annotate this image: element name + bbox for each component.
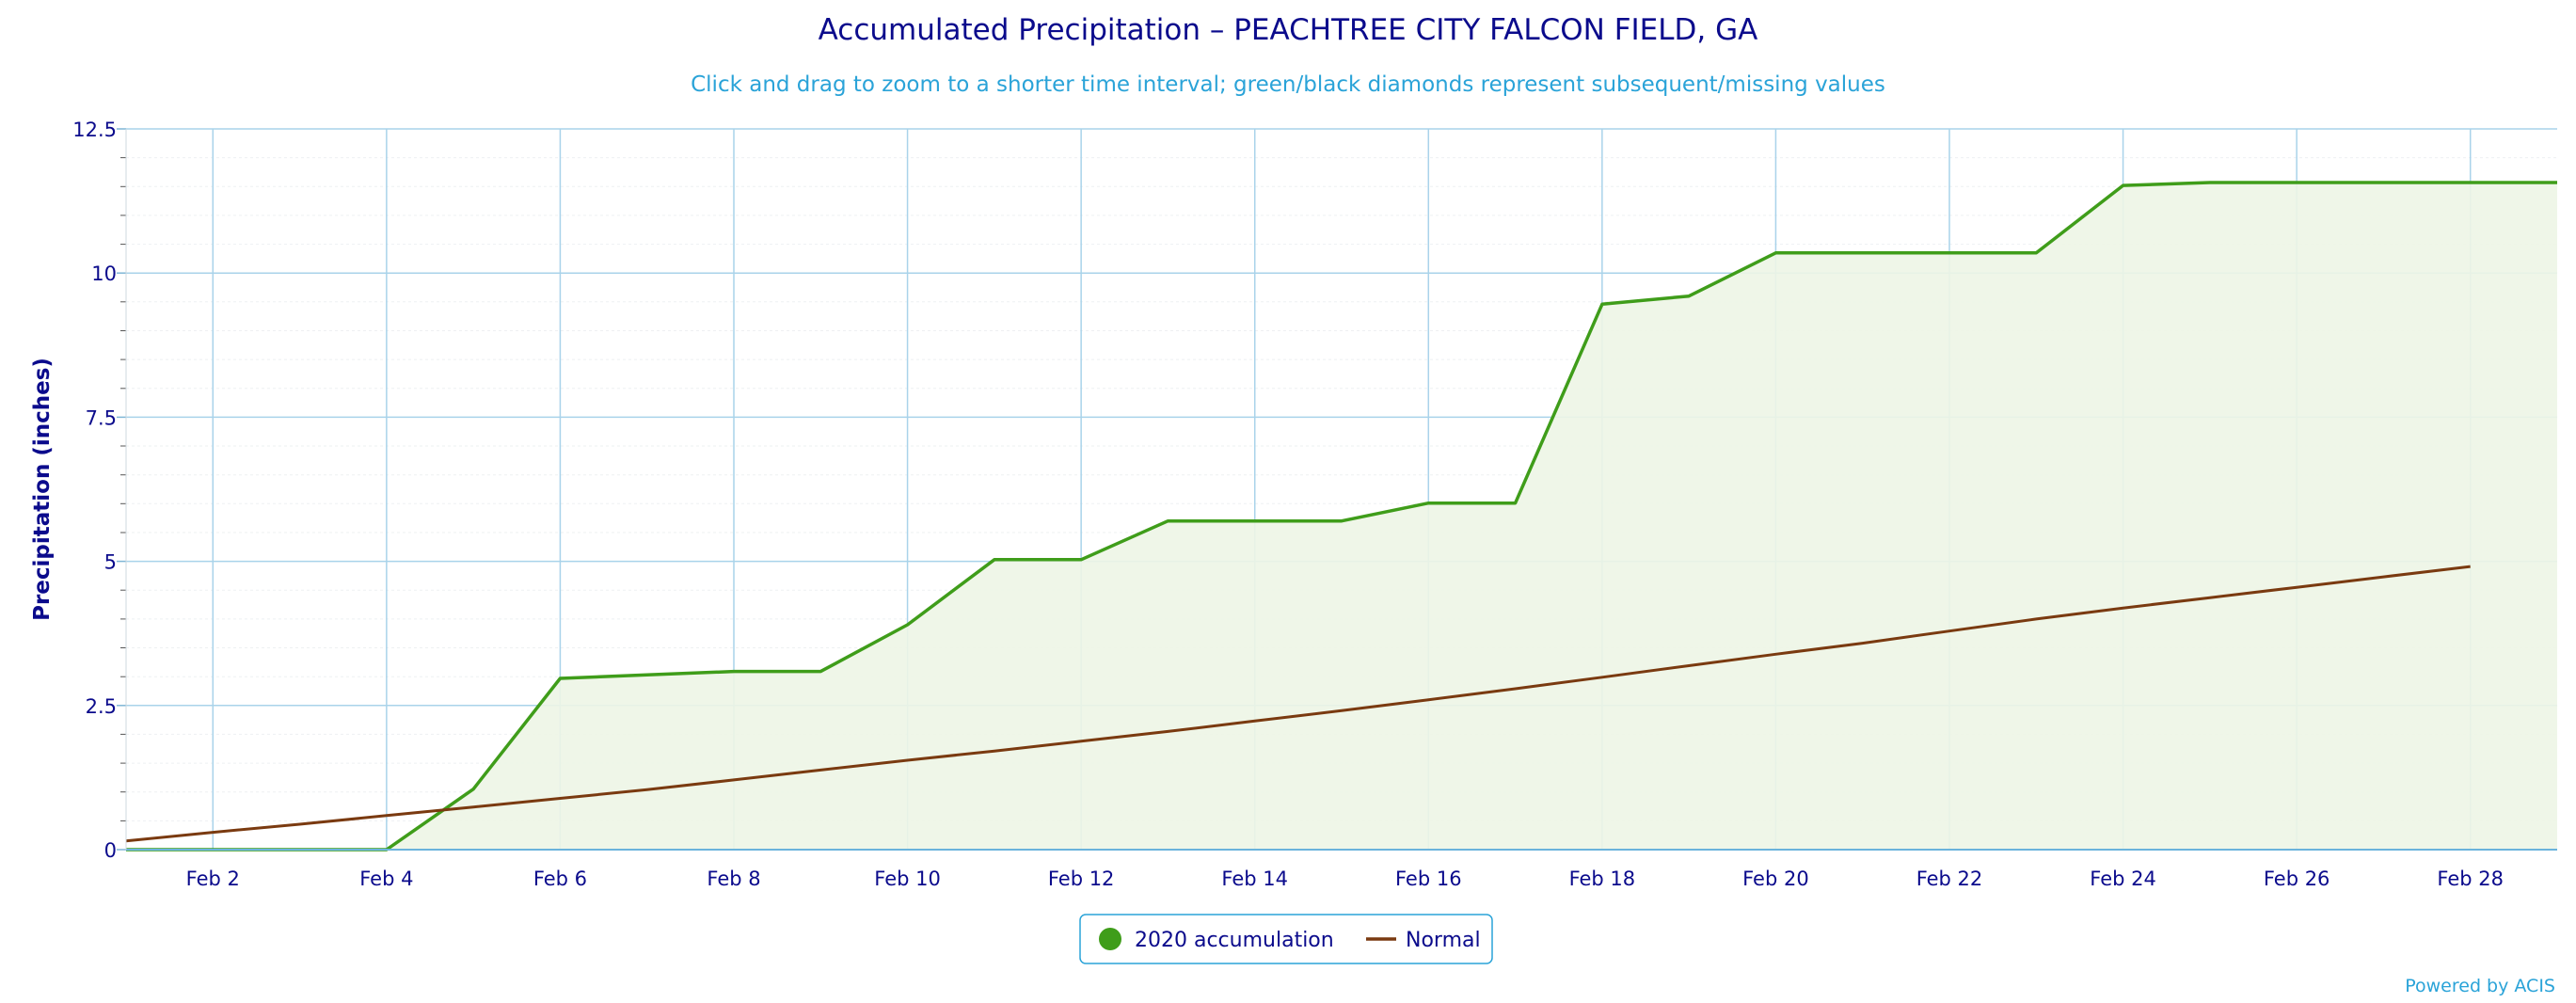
x-tick-label: Feb 26 [2264,868,2330,890]
x-tick-label: Feb 22 [1916,868,1983,890]
x-tick-label: Feb 10 [874,868,941,890]
y-tick-label: 12.5 [72,119,117,141]
data-point[interactable] [1336,705,1347,716]
legend[interactable]: 2020 accumulation Normal [1079,914,1493,964]
x-tick-label: Feb 18 [1569,868,1636,890]
data-point[interactable] [1857,247,1868,259]
data-point[interactable] [2204,592,2216,603]
data-point[interactable] [2377,571,2389,582]
axes [117,128,2557,851]
x-tick-label: Feb 14 [1221,868,1288,890]
y-tick-label: 7.5 [86,406,117,429]
data-point[interactable] [1597,298,1608,310]
data-point[interactable] [1162,725,1173,737]
data-point[interactable] [2465,561,2476,572]
data-point[interactable] [1423,694,1434,706]
y-axis-label: Precipitation (inches) [30,358,55,621]
x-tick-label: Feb 4 [359,868,413,890]
data-point[interactable] [1683,291,1694,302]
data-point[interactable] [2465,177,2476,188]
y-axis-tick-labels: 0 2.5 5 7.5 10 12.5 [72,119,117,862]
normal-line[interactable] [125,565,2471,843]
data-point[interactable] [1075,554,1087,565]
data-point[interactable] [1336,516,1347,527]
y-tick-label: 5 [104,551,117,574]
series-normal[interactable] [120,561,2476,847]
x-tick-label: Feb 2 [186,868,240,890]
data-point[interactable] [2291,177,2302,188]
legend-label-normal: Normal [1406,929,1481,952]
data-point[interactable] [2118,180,2129,191]
legend-box [1079,914,1493,964]
legend-item-normal[interactable]: Normal [1366,929,1481,952]
data-point[interactable] [1162,516,1173,527]
data-point[interactable] [728,666,739,677]
x-tick-label: Feb 20 [1742,868,1809,890]
data-point[interactable] [1857,638,1868,649]
data-point[interactable] [902,755,914,766]
data-point[interactable] [207,827,218,838]
data-point[interactable] [2030,247,2042,259]
x-tick-label: Feb 12 [1048,868,1115,890]
x-tick-label: Feb 6 [533,868,587,890]
data-point[interactable] [1770,247,1781,259]
plot-area[interactable] [120,177,2563,855]
y-tick-label: 10 [91,263,117,285]
data-point[interactable] [468,784,479,795]
accumulation-area-fill [126,183,2557,850]
data-point[interactable] [1075,736,1087,747]
data-point[interactable] [1597,672,1608,683]
chart-subtitle: Click and drag to zoom to a shorter time… [691,72,1885,97]
y-tick-label: 2.5 [86,695,117,718]
data-point[interactable] [642,784,653,795]
data-point[interactable] [902,619,914,630]
data-point[interactable] [1944,626,1955,637]
data-point[interactable] [728,774,739,786]
data-point[interactable] [1683,661,1694,672]
y-tick-label: 0 [104,839,117,862]
data-point[interactable] [1510,498,1521,509]
data-point[interactable] [815,764,826,775]
acis-credit-link[interactable]: Powered by ACIS [2405,976,2555,996]
chart-title: Accumulated Precipitation – PEACHTREE CI… [819,13,1758,47]
data-point[interactable] [2118,602,2129,613]
data-point[interactable] [468,802,479,813]
data-point[interactable] [1249,715,1261,726]
data-point[interactable] [2377,177,2389,188]
data-point[interactable] [989,745,1000,756]
data-point[interactable] [2291,581,2302,593]
data-point[interactable] [1944,247,1955,259]
legend-item-accumulation[interactable]: 2020 accumulation [1099,928,1334,952]
data-point[interactable] [2030,613,2042,625]
x-axis-tick-labels: Feb 2 Feb 4 Feb 6 Feb 8 Feb 10 Feb 12 Feb 14 Fe… [186,868,2504,890]
data-point[interactable] [2552,177,2563,188]
x-tick-label: Feb 8 [707,868,760,890]
data-point[interactable] [642,669,653,680]
x-tick-label: Feb 24 [2090,868,2156,890]
series-accumulation[interactable] [120,177,2563,855]
legend-label-accumulation: 2020 accumulation [1135,929,1334,952]
data-point[interactable] [989,554,1000,565]
accumulation-line[interactable] [126,181,2557,852]
data-point[interactable] [554,673,565,684]
x-tick-label: Feb 28 [2437,868,2504,890]
data-point[interactable] [1770,648,1781,660]
x-tick-label: Feb 16 [1395,868,1462,890]
data-point[interactable] [1249,516,1261,527]
data-point[interactable] [554,793,565,804]
data-point[interactable] [294,819,306,830]
legend-circle-icon [1099,928,1121,950]
data-point[interactable] [1510,683,1521,694]
data-point[interactable] [815,666,826,677]
data-point[interactable] [1423,498,1434,509]
data-point[interactable] [381,810,392,821]
data-point[interactable] [2204,177,2216,188]
